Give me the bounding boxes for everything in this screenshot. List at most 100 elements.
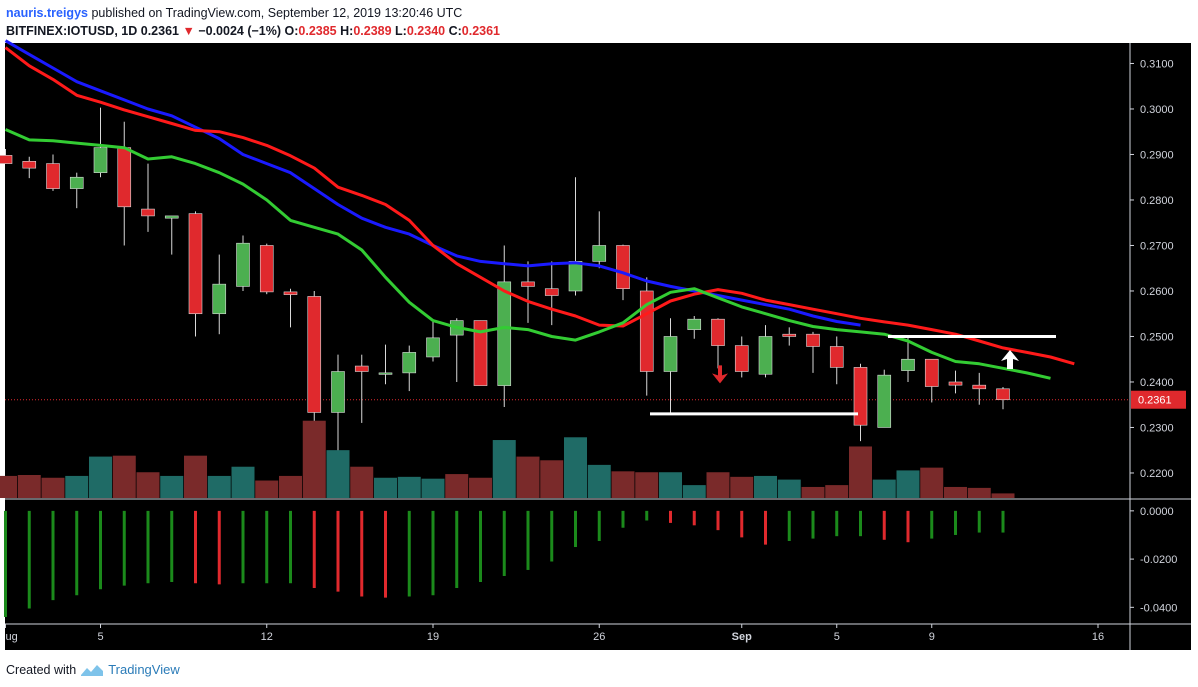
- candle-body[interactable]: [806, 333, 820, 347]
- open-value: 0.2385: [298, 24, 337, 38]
- candle-body[interactable]: [544, 288, 559, 296]
- candle-body[interactable]: [93, 147, 108, 173]
- price-tick-label: 0.2900: [1140, 149, 1174, 161]
- macd-pane[interactable]: [4, 510, 1005, 617]
- time-tick-label: 19: [427, 631, 439, 643]
- candle-body[interactable]: [877, 374, 892, 428]
- candle-body[interactable]: [259, 245, 274, 293]
- volume-bar: [89, 456, 112, 498]
- volume-bar: [350, 466, 374, 498]
- candle-body[interactable]: [46, 163, 60, 189]
- candle-body[interactable]: [283, 291, 298, 295]
- volume-bar: [421, 478, 445, 498]
- candle-body[interactable]: [687, 318, 702, 330]
- volume-bar: [255, 480, 279, 498]
- candle-body[interactable]: [663, 336, 678, 372]
- volume-bar: [302, 420, 326, 498]
- price-pane[interactable]: 0.2361: [0, 39, 1186, 473]
- time-tick-label: 9: [929, 631, 935, 643]
- candle-body[interactable]: [711, 318, 725, 346]
- candle-body[interactable]: [996, 388, 1010, 401]
- author-link[interactable]: nauris.treigys: [6, 6, 88, 20]
- volume-bar: [611, 471, 635, 498]
- volume-bar: [65, 475, 89, 498]
- candle-body[interactable]: [307, 296, 322, 413]
- candle-body[interactable]: [853, 367, 868, 426]
- candle-body[interactable]: [829, 346, 844, 368]
- tradingview-logo-icon: [81, 664, 104, 676]
- last-price-tag: [1131, 390, 1186, 409]
- volume-bar: [516, 456, 540, 498]
- change-value: −0.0024 (−1%): [198, 24, 282, 38]
- volume-bar: [944, 486, 967, 498]
- volume-bar: [991, 493, 1015, 498]
- candle-body[interactable]: [378, 372, 393, 375]
- axes: 0.3100 0.3000 0.2900 0.2800 0.2700 0.2600 0.25…: [5, 43, 1191, 650]
- candle-body[interactable]: [521, 281, 535, 287]
- volume-bar: [587, 464, 611, 498]
- macd-tick-label: -0.0400: [1140, 602, 1177, 614]
- volume-bar: [112, 455, 136, 498]
- candle-body[interactable]: [568, 261, 583, 292]
- up-arrow-icon[interactable]: [1001, 349, 1019, 369]
- candle-body[interactable]: [69, 176, 84, 189]
- volume-bar: [564, 437, 587, 498]
- candle-body[interactable]: [426, 337, 440, 358]
- candle-body[interactable]: [117, 147, 132, 208]
- candle-body[interactable]: [141, 208, 155, 217]
- volume-bar: [825, 485, 849, 498]
- candle-body[interactable]: [758, 336, 773, 375]
- time-tick-label: 12: [261, 631, 273, 643]
- candle-body[interactable]: [473, 320, 488, 386]
- candle-body[interactable]: [734, 345, 749, 372]
- volume-bar: [17, 475, 41, 498]
- time-tick-label: ug: [6, 631, 18, 643]
- candle-body[interactable]: [402, 352, 417, 374]
- published-text: published on TradingView.com, September …: [91, 6, 463, 20]
- volume-bar: [445, 474, 469, 498]
- volume-bar: [184, 455, 207, 498]
- volume-bar: [872, 479, 896, 498]
- volume-bar: [231, 466, 255, 498]
- candle-body[interactable]: [592, 245, 607, 262]
- volume-bar: [635, 472, 659, 498]
- chart-header: nauris.treigys published on TradingView.…: [6, 4, 500, 40]
- candle-body[interactable]: [901, 358, 915, 371]
- down-arrow-icon[interactable]: [712, 365, 728, 384]
- tradingview-brand[interactable]: TradingView: [108, 662, 180, 677]
- change-arrow-icon: ▼: [182, 24, 195, 38]
- volume-bar: [397, 476, 421, 498]
- candle-body[interactable]: [188, 213, 203, 315]
- candle-body[interactable]: [0, 155, 13, 164]
- candle-body[interactable]: [331, 371, 345, 413]
- candle-body[interactable]: [497, 281, 512, 386]
- volume-bar: [682, 485, 706, 498]
- price-tick-label: 0.2500: [1140, 331, 1174, 343]
- candle-body[interactable]: [236, 242, 250, 287]
- volume-bar: [849, 446, 872, 498]
- macd-tick-label: 0.0000: [1140, 506, 1174, 518]
- volume-bar: [730, 476, 754, 498]
- ohlc-line: BITFINEX:IOTUSD, 1D 0.2361 ▼ −0.0024 (−1…: [6, 22, 500, 40]
- last-price-tag-label: 0.2361: [1138, 395, 1172, 407]
- candle-body[interactable]: [212, 283, 227, 315]
- high-value: 0.2389: [353, 24, 392, 38]
- volume-bar: [801, 486, 825, 498]
- price-tick-label: 0.2300: [1140, 422, 1174, 434]
- price-tick-label: 0.3000: [1140, 104, 1174, 116]
- low-value: 0.2340: [406, 24, 446, 38]
- volume-bar: [326, 450, 350, 498]
- candle-body[interactable]: [164, 215, 179, 219]
- candle-body[interactable]: [782, 333, 797, 337]
- candle-body[interactable]: [948, 381, 963, 386]
- candle-body[interactable]: [22, 161, 37, 169]
- volume-bar: [754, 475, 777, 498]
- symbol-label: BITFINEX:IOTUSD, 1D: [6, 24, 138, 38]
- candle-body[interactable]: [354, 365, 369, 372]
- price-tick-label: 0.2200: [1140, 468, 1174, 480]
- candle-body[interactable]: [616, 245, 630, 290]
- candle-body[interactable]: [924, 358, 939, 387]
- time-tick-label: 5: [834, 631, 840, 643]
- candle-body[interactable]: [972, 384, 987, 390]
